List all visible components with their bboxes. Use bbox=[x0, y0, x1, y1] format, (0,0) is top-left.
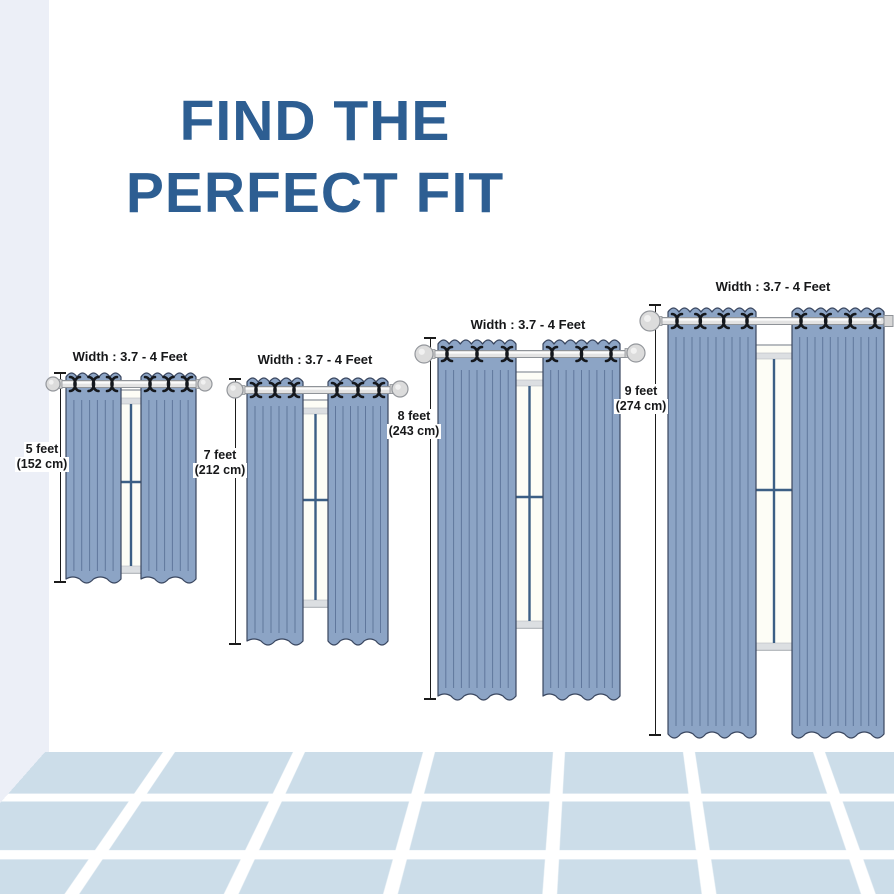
curtain-panels bbox=[65, 372, 197, 584]
height-cm-label: (243 cm) bbox=[386, 424, 442, 439]
height-measure-text: 5 feet (152 cm) bbox=[5, 442, 79, 472]
grommet-rings bbox=[68, 375, 194, 393]
height-measure-line bbox=[229, 378, 242, 645]
height-measure-text: 7 feet (212 cm) bbox=[183, 448, 257, 478]
height-feet-label: 9 feet bbox=[622, 384, 660, 399]
page-title: FIND THE PERFECT FIT bbox=[75, 85, 555, 229]
curtain-panels bbox=[246, 377, 389, 646]
height-cm-label: (274 cm) bbox=[613, 399, 669, 414]
height-measure-line bbox=[424, 337, 437, 700]
height-measure-line bbox=[649, 304, 662, 736]
window bbox=[116, 389, 146, 574]
page-title-line1: FIND THE bbox=[179, 89, 451, 153]
window bbox=[511, 371, 548, 629]
grommet-rings bbox=[249, 381, 386, 399]
width-label: Width : 3.7 - 4 Feet bbox=[257, 352, 373, 367]
page-title-line2: PERFECT FIT bbox=[125, 161, 505, 225]
window bbox=[751, 344, 797, 651]
height-measure-text: 9 feet (274 cm) bbox=[604, 384, 678, 414]
width-label: Width : 3.7 - 4 Feet bbox=[715, 279, 831, 294]
height-feet-label: 5 feet bbox=[23, 442, 61, 457]
height-feet-label: 8 feet bbox=[395, 409, 433, 424]
grommet-rings bbox=[440, 345, 618, 363]
curtain-illustration bbox=[45, 372, 213, 584]
width-label: Width : 3.7 - 4 Feet bbox=[72, 349, 188, 364]
height-feet-label: 7 feet bbox=[201, 448, 239, 463]
curtain-panels bbox=[667, 307, 885, 739]
height-measure-line bbox=[54, 372, 67, 583]
height-measure-text: 8 feet (243 cm) bbox=[377, 409, 451, 439]
window bbox=[298, 399, 333, 608]
height-cm-label: (152 cm) bbox=[14, 457, 70, 472]
curtain-illustration bbox=[226, 377, 409, 646]
curtain-panels bbox=[437, 339, 621, 701]
curtain-illustration bbox=[639, 307, 894, 739]
height-cm-label: (212 cm) bbox=[192, 463, 248, 478]
grommet-rings bbox=[670, 312, 882, 330]
width-label: Width : 3.7 - 4 Feet bbox=[470, 317, 586, 332]
curtain-illustration bbox=[414, 339, 646, 701]
